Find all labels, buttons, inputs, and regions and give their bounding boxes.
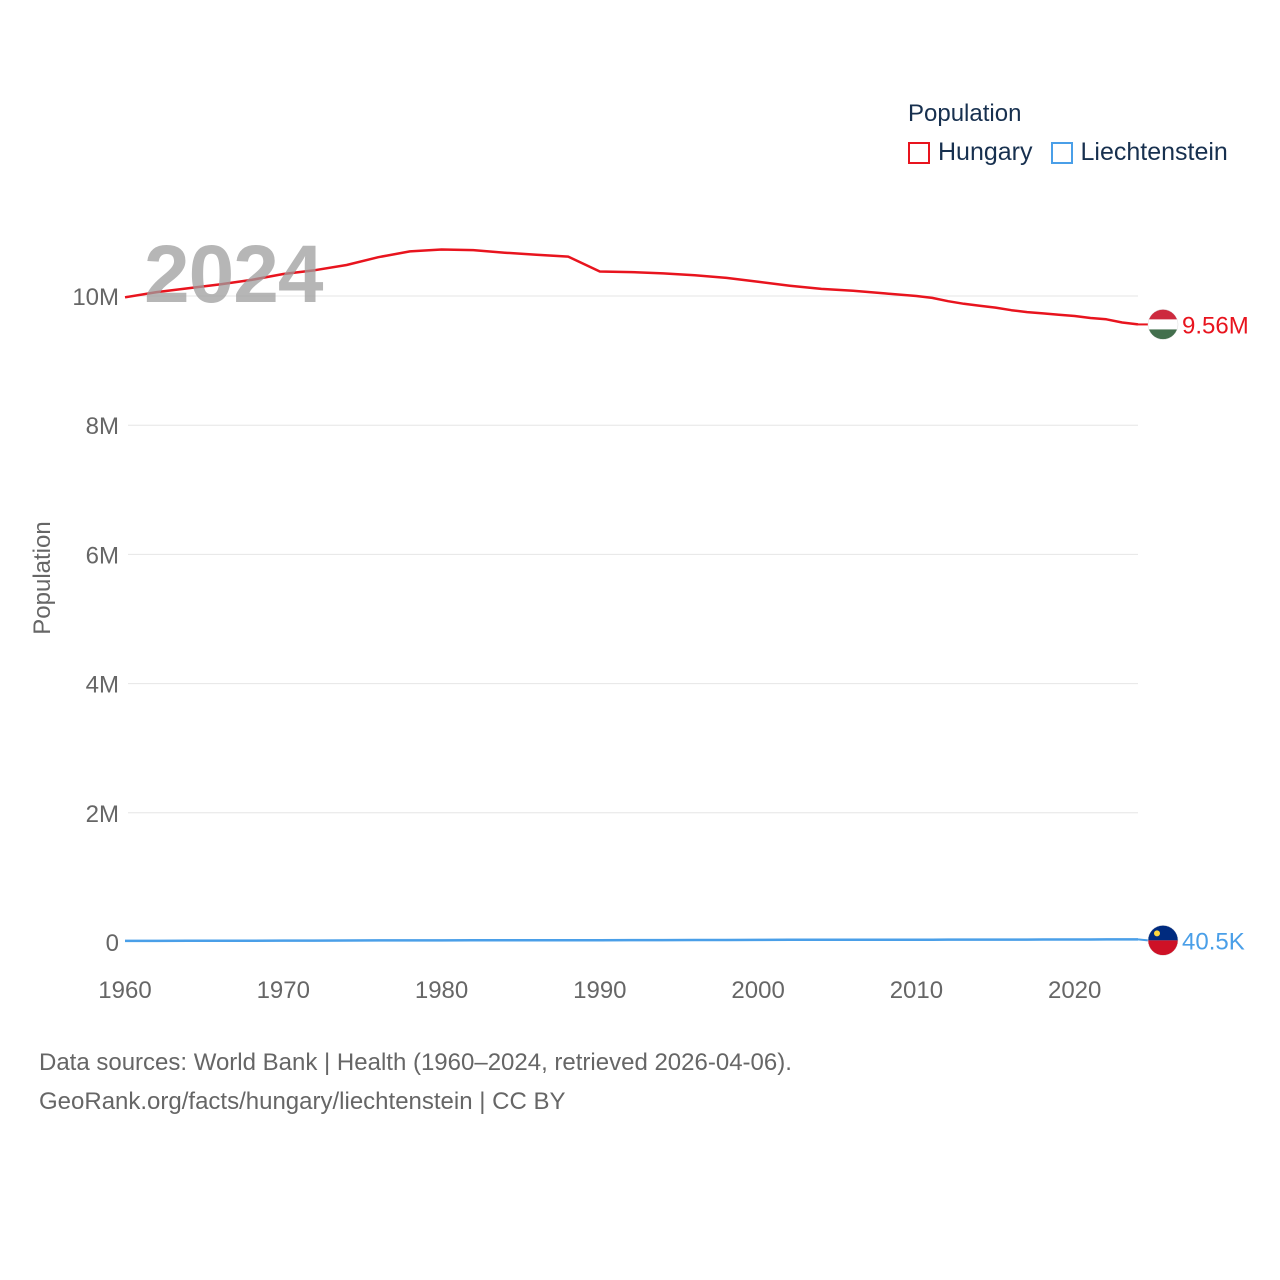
legend-item-liechtenstein[interactable]: Liechtenstein <box>1050 138 1228 167</box>
liechtenstein-flag-icon <box>1148 925 1178 956</box>
x-tick-label: 2020 <box>1048 977 1101 1004</box>
y-tick-labels: 0 2M 4M 6M 8M 10M <box>72 284 119 957</box>
x-tick-label: 1980 <box>415 977 468 1004</box>
year-watermark: 2024 <box>144 229 323 320</box>
series-line-hungary[interactable] <box>124 248 1139 326</box>
legend-swatch-hungary <box>908 141 930 164</box>
x-tick-label: 2000 <box>731 977 784 1004</box>
series-lines <box>124 248 1139 943</box>
legend-title: Population <box>908 100 1022 127</box>
legend-label-liechtenstein: Liechtenstein <box>1080 138 1228 166</box>
y-tick-label: 2M <box>86 801 119 828</box>
x-tick-label: 1970 <box>257 977 310 1004</box>
end-connector <box>1137 938 1149 942</box>
legend-swatch-liechtenstein <box>1050 141 1073 164</box>
x-tick-label: 1990 <box>573 977 626 1004</box>
legend-label-hungary: Hungary <box>938 138 1033 166</box>
hungary-flag-icon <box>1148 309 1178 340</box>
x-tick-labels: 1960 1970 1980 1990 2000 2010 2020 <box>98 977 1101 1004</box>
end-markers: 9.56M 40.5K <box>1137 309 1249 956</box>
data-source-note: Data sources: World Bank | Health (1960–… <box>39 1049 792 1076</box>
y-tick-label: 0 <box>106 930 119 957</box>
y-tick-label: 6M <box>86 542 119 569</box>
grid-lines <box>128 295 1138 814</box>
end-value-label-liechtenstein: 40.5K <box>1182 928 1245 955</box>
y-tick-label: 4M <box>86 672 119 699</box>
legend: Population Hungary Liechtenstein <box>908 100 1246 167</box>
legend-item-hungary[interactable]: Hungary <box>908 138 1033 167</box>
y-tick-label: 10M <box>72 284 119 311</box>
x-tick-label: 1960 <box>98 977 151 1004</box>
y-tick-label: 8M <box>86 413 119 440</box>
series-line-liechtenstein[interactable] <box>125 938 1138 943</box>
y-axis-label: Population <box>29 521 56 634</box>
footer: Data sources: World Bank | Health (1960–… <box>39 1043 792 1121</box>
x-tick-label: 2010 <box>890 977 943 1004</box>
attribution-link[interactable]: GeoRank.org/facts/hungary/liechtenstein … <box>39 1088 566 1115</box>
end-value-label-hungary: 9.56M <box>1182 312 1249 339</box>
